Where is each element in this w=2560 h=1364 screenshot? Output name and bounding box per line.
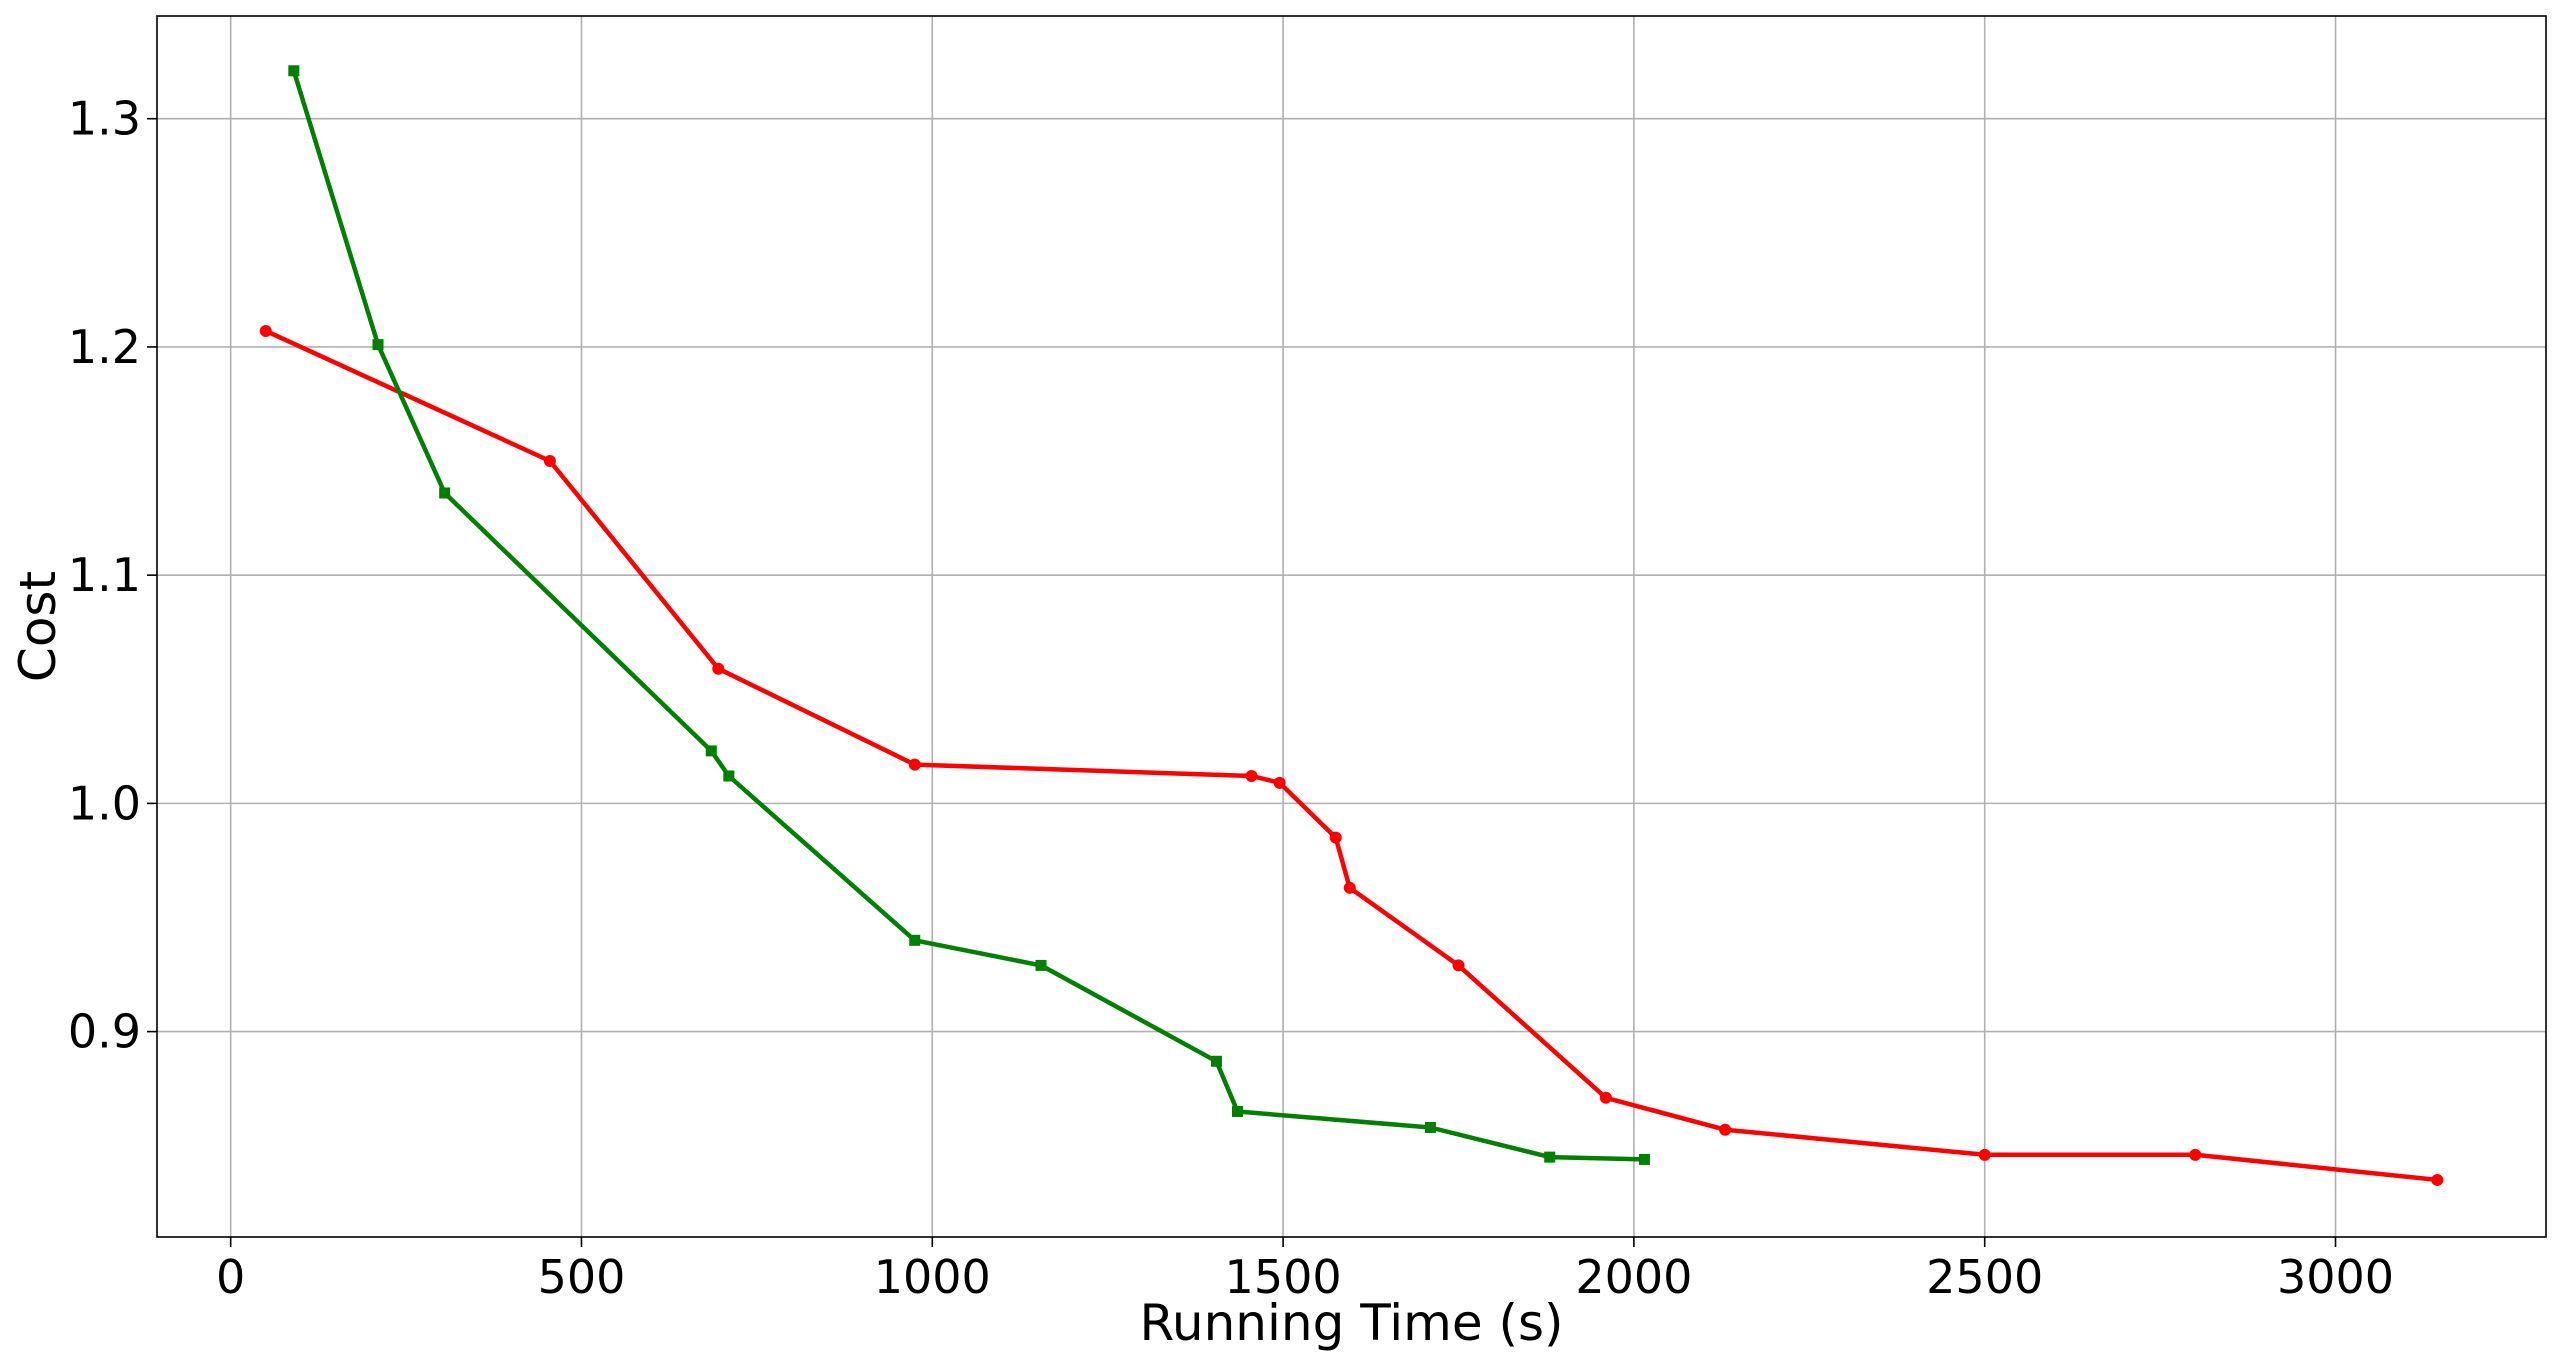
- x-tick-label: 1000: [874, 1250, 991, 1304]
- data-point: [1978, 1148, 1991, 1161]
- y-tick-label: 1.0: [68, 776, 141, 830]
- data-point: [1452, 959, 1465, 972]
- data-point: [1544, 1151, 1556, 1163]
- data-point: [909, 934, 921, 946]
- series-line: [264, 328, 2438, 1183]
- y-tick-label: 1.1: [68, 548, 141, 602]
- y-tick-label: 1.2: [68, 320, 141, 374]
- plot-frame: [156, 15, 2547, 1238]
- axis-ticks: 0 500 1000 1500 2000 2500 3000 0.9 1.0 1.1 1.2 1.3: [68, 92, 2394, 1304]
- data-point: [1329, 831, 1342, 844]
- series-1: [259, 324, 2444, 1186]
- data-point: [705, 745, 717, 757]
- data-point: [1035, 959, 1047, 971]
- data-point: [288, 65, 300, 77]
- x-tick-label: 500: [538, 1250, 626, 1304]
- y-tick-label: 0.9: [68, 1005, 141, 1059]
- data-point: [372, 339, 384, 351]
- series-2: [288, 65, 1650, 1165]
- data-point: [712, 662, 725, 675]
- data-point: [723, 770, 735, 782]
- data-point: [439, 487, 451, 499]
- y-tick-label: 1.3: [68, 92, 141, 146]
- grid-lines: [157, 16, 2546, 1237]
- series-layer: [259, 65, 2444, 1186]
- data-point: [543, 455, 556, 468]
- x-axis-label: Running Time (s): [1139, 1294, 1563, 1352]
- data-point: [2189, 1148, 2202, 1161]
- x-tick-label: 0: [216, 1250, 245, 1304]
- data-point: [1343, 881, 1356, 894]
- data-point: [1638, 1153, 1650, 1165]
- data-point: [1231, 1105, 1243, 1117]
- series-line: [291, 70, 1645, 1162]
- x-tick-label: 2500: [1926, 1250, 2043, 1304]
- data-point: [908, 758, 921, 771]
- x-tick-label: 1500: [1225, 1250, 1342, 1304]
- data-point: [1273, 776, 1286, 789]
- x-tick-label: 2000: [1575, 1250, 1692, 1304]
- x-tick-label: 3000: [2277, 1250, 2394, 1304]
- data-point: [259, 324, 272, 337]
- data-point: [1245, 769, 1258, 782]
- data-point: [2431, 1173, 2444, 1186]
- data-point: [1424, 1121, 1436, 1133]
- data-point: [1210, 1055, 1222, 1067]
- y-axis-label: Cost: [9, 571, 67, 682]
- data-point: [1719, 1123, 1732, 1136]
- data-point: [1599, 1091, 1612, 1104]
